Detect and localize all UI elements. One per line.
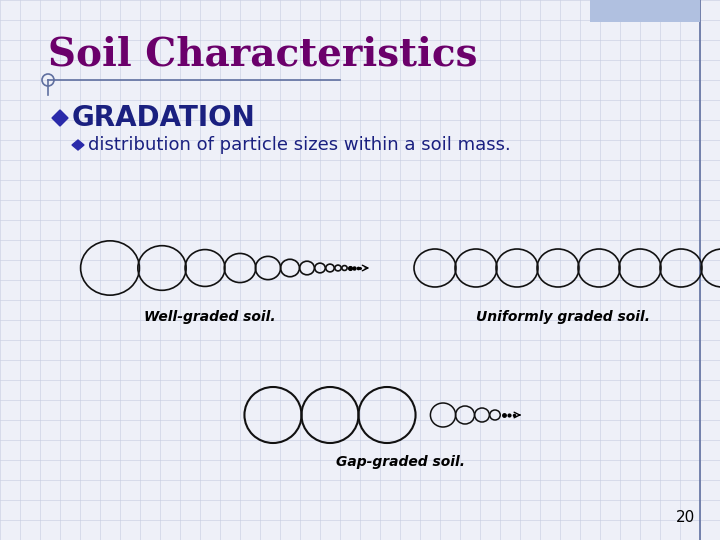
Text: Gap-graded soil.: Gap-graded soil. xyxy=(336,455,464,469)
Text: Uniformly graded soil.: Uniformly graded soil. xyxy=(476,310,650,324)
Polygon shape xyxy=(52,110,68,126)
Text: distribution of particle sizes within a soil mass.: distribution of particle sizes within a … xyxy=(88,136,510,154)
Text: Well-graded soil.: Well-graded soil. xyxy=(144,310,276,324)
Text: 20: 20 xyxy=(676,510,695,525)
FancyBboxPatch shape xyxy=(590,0,700,22)
Polygon shape xyxy=(72,140,84,150)
Text: GRADATION: GRADATION xyxy=(72,104,256,132)
Text: Soil Characteristics: Soil Characteristics xyxy=(48,36,477,74)
